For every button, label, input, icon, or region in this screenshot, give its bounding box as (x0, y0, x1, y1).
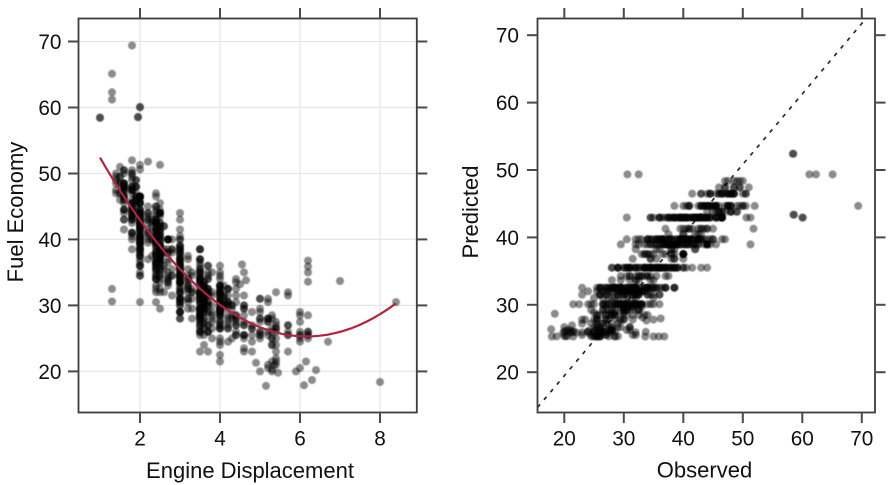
svg-text:50: 50 (38, 163, 61, 186)
svg-text:20: 20 (553, 428, 576, 451)
svg-text:30: 30 (496, 294, 519, 317)
svg-text:30: 30 (38, 295, 61, 318)
svg-text:40: 40 (38, 229, 61, 252)
svg-text:70: 70 (38, 31, 61, 54)
svg-text:30: 30 (612, 428, 635, 451)
svg-text:70: 70 (496, 25, 519, 48)
svg-text:4: 4 (214, 428, 226, 451)
svg-text:2: 2 (134, 428, 146, 451)
svg-text:70: 70 (850, 428, 873, 451)
svg-text:6: 6 (294, 428, 306, 451)
svg-text:40: 40 (672, 428, 695, 451)
svg-text:50: 50 (731, 428, 754, 451)
svg-text:20: 20 (38, 361, 61, 384)
svg-text:60: 60 (38, 97, 61, 120)
svg-text:60: 60 (496, 92, 519, 115)
svg-text:20: 20 (496, 362, 519, 385)
svg-text:Engine Displacement: Engine Displacement (146, 458, 354, 483)
svg-text:40: 40 (496, 227, 519, 250)
svg-text:50: 50 (496, 160, 519, 183)
svg-text:Predicted: Predicted (458, 166, 483, 259)
svg-text:60: 60 (791, 428, 814, 451)
svg-text:Fuel Economy: Fuel Economy (3, 142, 28, 283)
svg-text:Observed: Observed (657, 458, 752, 483)
svg-text:8: 8 (374, 428, 386, 451)
